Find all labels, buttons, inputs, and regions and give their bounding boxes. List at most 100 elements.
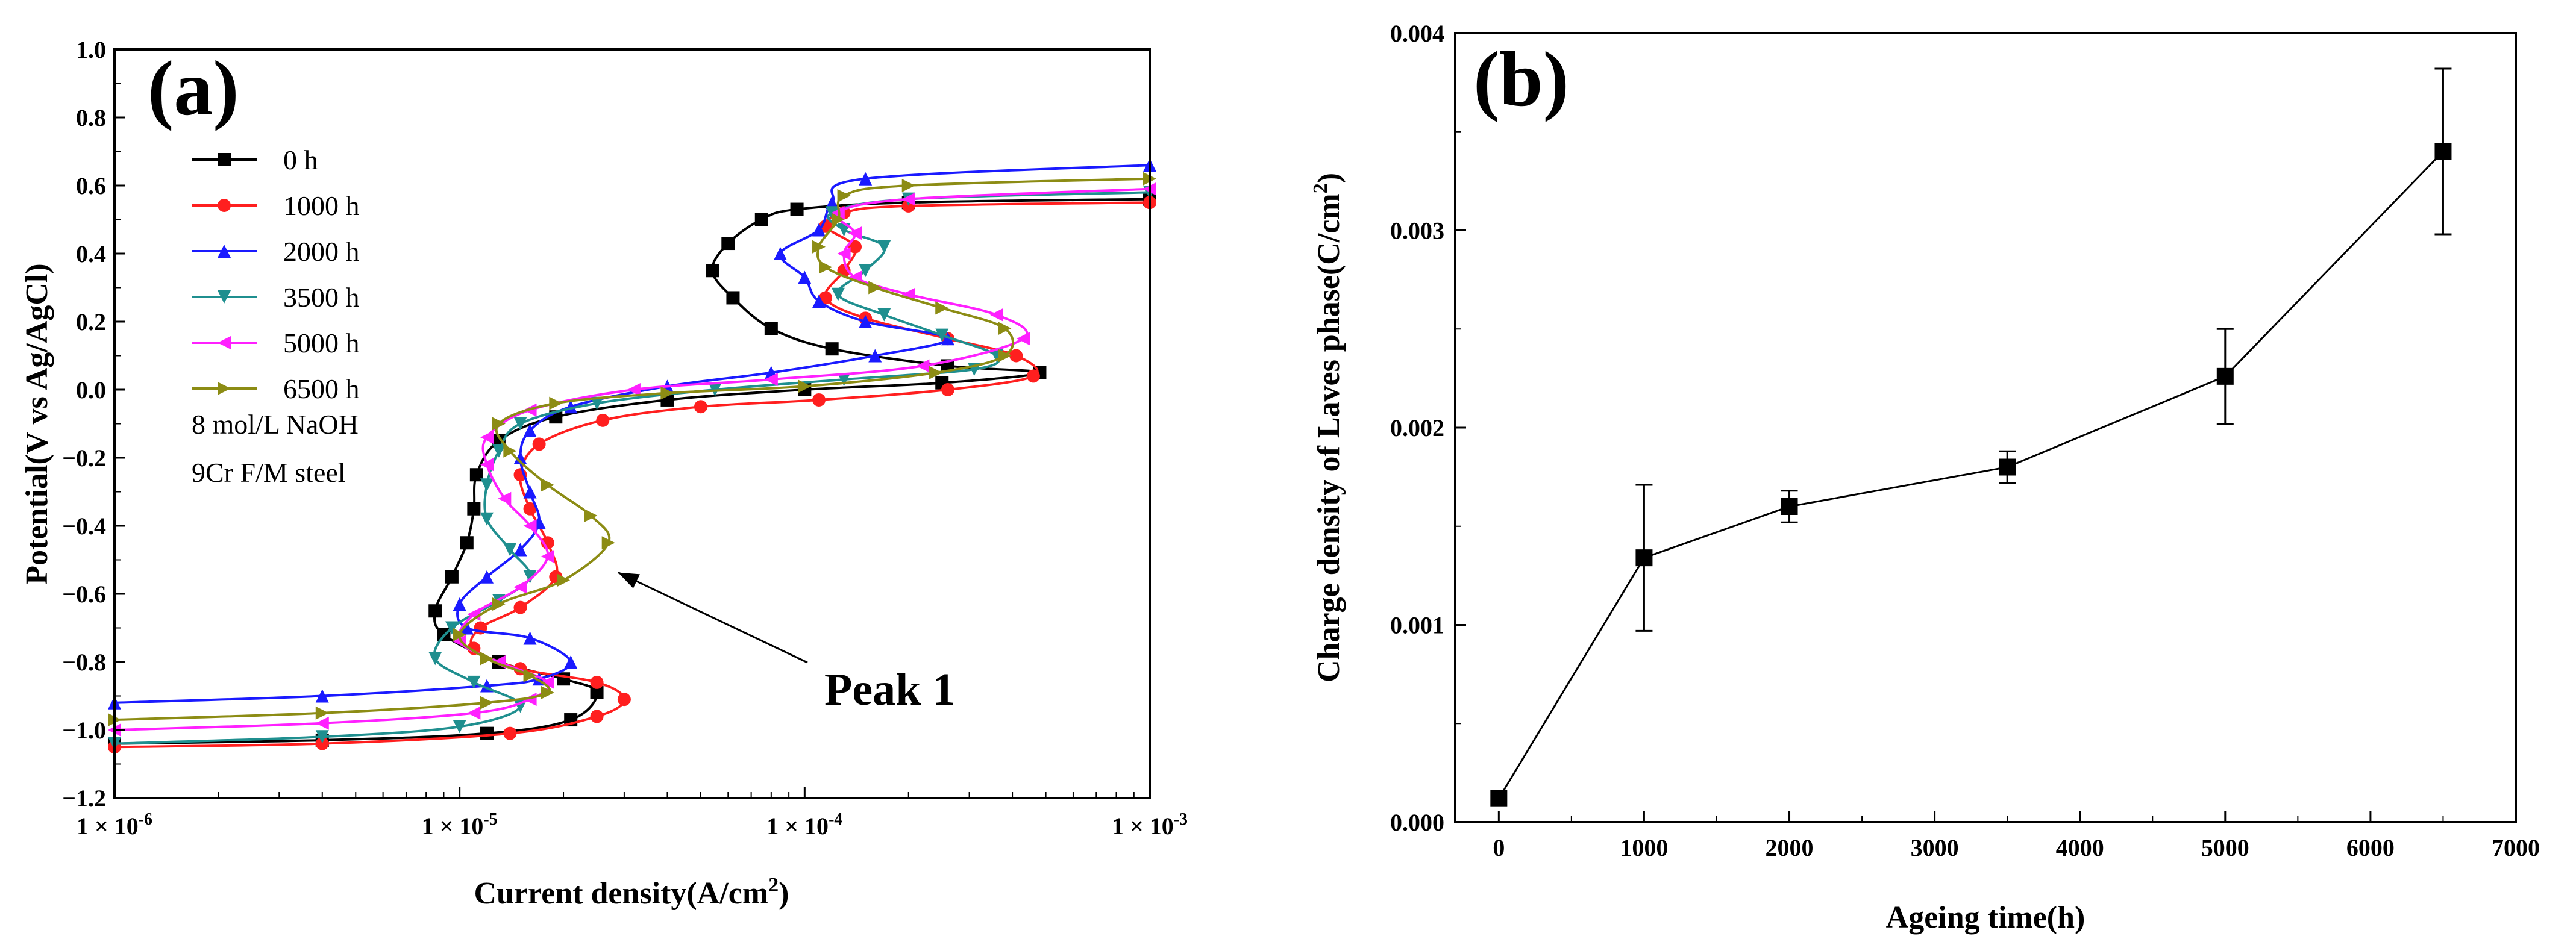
panel-a-label: (a): [148, 45, 239, 132]
marker-1000-h: [819, 291, 833, 305]
marker-5000-h: [480, 431, 494, 444]
marker-0-h: [721, 237, 735, 251]
legend-marker: [218, 199, 231, 212]
marker-1000-h: [596, 413, 610, 427]
marker-5000-h: [315, 716, 329, 730]
marker-1000-h: [1026, 369, 1040, 383]
marker-5000-h: [523, 519, 537, 532]
series-line: [1498, 151, 2444, 799]
data-point: [1490, 790, 1508, 807]
panel-b-frame: [1454, 32, 2517, 823]
marker-1000-h: [315, 737, 329, 750]
marker-0-h: [469, 468, 483, 482]
marker-6500-h: [492, 417, 506, 431]
marker-2000-h: [798, 270, 812, 284]
data-point: [1635, 549, 1653, 567]
marker-5000-h: [837, 247, 851, 260]
marker-6500-h: [660, 386, 674, 400]
marker-1000-h: [848, 240, 862, 254]
marker-1000-h: [812, 393, 826, 407]
x-tick-label: 6000: [2346, 834, 2395, 861]
marker-2000-h: [513, 451, 527, 464]
y-tick-label: 0.002: [1390, 414, 1444, 441]
marker-6500-h: [812, 240, 826, 254]
legend-marker: [218, 336, 231, 349]
panel-a-legend: 0 h 1000 h 2000 h 3500 h 5000 h 6500 h: [192, 145, 360, 404]
marker-6500-h: [929, 366, 943, 379]
marker-6500-h: [998, 322, 1012, 335]
marker-3500-h: [513, 417, 527, 431]
marker-6500-h: [584, 509, 598, 523]
marker-5000-h: [901, 287, 915, 301]
marker-3500-h: [837, 373, 851, 387]
marker-6500-h: [480, 652, 494, 666]
data-point: [2434, 143, 2452, 160]
marker-5000-h: [764, 373, 778, 387]
marker-3500-h: [877, 308, 891, 322]
marker-6500-h: [549, 396, 563, 410]
marker-5000-h: [498, 491, 512, 505]
x-tick-label: 1 × 10-3: [1112, 810, 1188, 840]
marker-5000-h: [541, 675, 554, 689]
marker-0-h: [706, 264, 719, 278]
x-tick-label: 3000: [1911, 834, 1959, 861]
marker-1000-h: [1009, 349, 1023, 363]
x-tick-label: 2000: [1766, 834, 1814, 861]
legend-marker: [218, 153, 231, 166]
marker-5000-h: [467, 706, 481, 720]
x-tick-label: 4000: [2056, 834, 2104, 861]
marker-5000-h: [541, 549, 554, 563]
y-tick-label: 0.003: [1390, 217, 1444, 245]
marker-3500-h: [590, 396, 604, 410]
marker-5000-h: [453, 635, 466, 649]
marker-3500-h: [877, 240, 891, 254]
marker-2000-h: [825, 196, 839, 210]
marker-2000-h: [941, 332, 954, 346]
marker-6500-h: [523, 669, 537, 682]
marker-6500-h: [998, 349, 1012, 363]
marker-6500-h: [541, 478, 554, 492]
marker-6500-h: [798, 379, 812, 393]
panel-b-series: [1490, 67, 2452, 807]
x-tick-label: 0: [1493, 834, 1505, 861]
marker-0-h: [445, 570, 459, 584]
marker-2000-h: [460, 621, 474, 635]
marker-5000-h: [916, 359, 930, 373]
y-tick-label: 0.0: [76, 376, 106, 404]
panel-b-ticks: 0.000 0.001 0.002 0.003 0.004 0 1000 2000 3000 40…: [1390, 20, 2540, 861]
x-tick-label: 1 × 10-6: [77, 810, 152, 840]
marker-2000-h: [453, 597, 466, 611]
annotation-arrow-head: [618, 572, 640, 588]
x-tick-label: 1000: [1620, 834, 1668, 861]
legend-label: 1000 h: [283, 190, 360, 221]
legend-marker: [218, 290, 231, 304]
marker-2000-h: [315, 689, 329, 703]
x-tick-label: 5000: [2201, 834, 2249, 861]
x-tick-label: 1 × 10-4: [766, 810, 842, 840]
marker-5000-h: [1017, 332, 1030, 346]
marker-1000-h: [503, 726, 517, 740]
marker-6500-h: [901, 179, 915, 192]
legend-label: 3500 h: [283, 282, 360, 313]
y-tick-label: 0.4: [76, 240, 106, 267]
data-point: [1781, 498, 1798, 515]
legend-label: 0 h: [283, 145, 318, 175]
marker-2000-h: [523, 485, 537, 499]
marker-3500-h: [445, 621, 459, 635]
marker-6500-h: [935, 301, 949, 315]
marker-3500-h: [492, 444, 506, 458]
x-tick-label: 1 × 10-5: [422, 810, 498, 840]
y-tick-label: 0.6: [76, 172, 106, 199]
marker-2000-h: [859, 172, 873, 186]
y-tick-label: −0.6: [62, 581, 106, 608]
marker-0-h: [557, 672, 571, 686]
marker-2000-h: [859, 315, 873, 328]
marker-3500-h: [831, 287, 845, 301]
marker-6500-h: [819, 260, 833, 274]
marker-5000-h: [989, 308, 1003, 322]
panel-a-ylabel: Potential(V vs Ag/AgCl): [20, 263, 54, 584]
marker-1000-h: [513, 600, 527, 614]
marker-3500-h: [428, 652, 442, 666]
marker-1000-h: [523, 502, 537, 516]
